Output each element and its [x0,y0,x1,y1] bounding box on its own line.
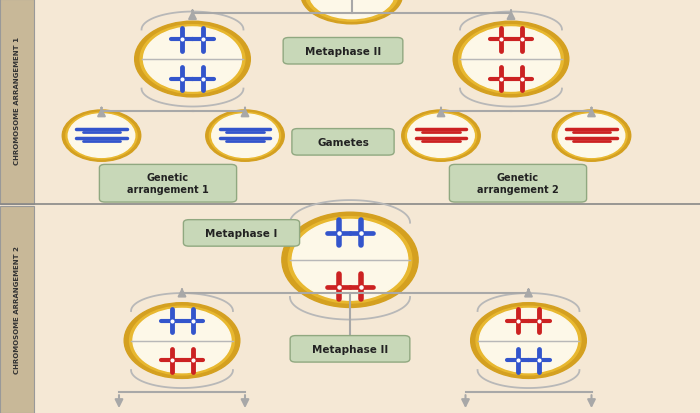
Ellipse shape [206,111,284,162]
Ellipse shape [480,309,578,373]
Ellipse shape [209,113,281,159]
FancyBboxPatch shape [0,206,34,413]
Ellipse shape [301,0,402,25]
Ellipse shape [405,113,477,159]
Ellipse shape [134,22,251,97]
Ellipse shape [144,28,242,92]
FancyBboxPatch shape [449,165,587,202]
FancyBboxPatch shape [292,129,394,156]
Text: Metaphase I: Metaphase I [205,228,278,238]
Ellipse shape [305,0,398,22]
Text: CHROMOSOME ARRANGEMENT 1: CHROMOSOME ARRANGEMENT 1 [14,37,20,165]
Text: CHROMOSOME ARRANGEMENT 2: CHROMOSOME ARRANGEMENT 2 [14,246,20,373]
Ellipse shape [211,114,279,158]
FancyBboxPatch shape [283,38,402,65]
Ellipse shape [133,309,231,373]
Ellipse shape [402,111,480,162]
Ellipse shape [69,114,134,158]
Text: Metaphase II: Metaphase II [305,47,381,57]
Ellipse shape [559,114,624,158]
Ellipse shape [124,303,240,378]
Ellipse shape [62,111,141,162]
Text: Gametes: Gametes [317,138,369,147]
Text: Genetic
arrangement 1: Genetic arrangement 1 [127,173,209,195]
Ellipse shape [458,26,564,94]
Ellipse shape [556,113,627,159]
Ellipse shape [288,217,412,303]
FancyBboxPatch shape [290,336,410,362]
Ellipse shape [476,306,581,375]
FancyBboxPatch shape [183,220,300,247]
Ellipse shape [140,26,245,94]
Ellipse shape [130,306,234,375]
Ellipse shape [282,213,418,308]
FancyBboxPatch shape [0,0,34,204]
FancyBboxPatch shape [99,165,237,202]
Ellipse shape [470,303,587,378]
Text: Metaphase II: Metaphase II [312,344,388,354]
Ellipse shape [462,28,560,92]
Ellipse shape [453,22,569,97]
Ellipse shape [407,114,475,158]
Ellipse shape [66,113,137,159]
Text: Genetic
arrangement 2: Genetic arrangement 2 [477,173,559,195]
Ellipse shape [552,111,631,162]
Ellipse shape [293,220,407,301]
Ellipse shape [309,0,393,20]
